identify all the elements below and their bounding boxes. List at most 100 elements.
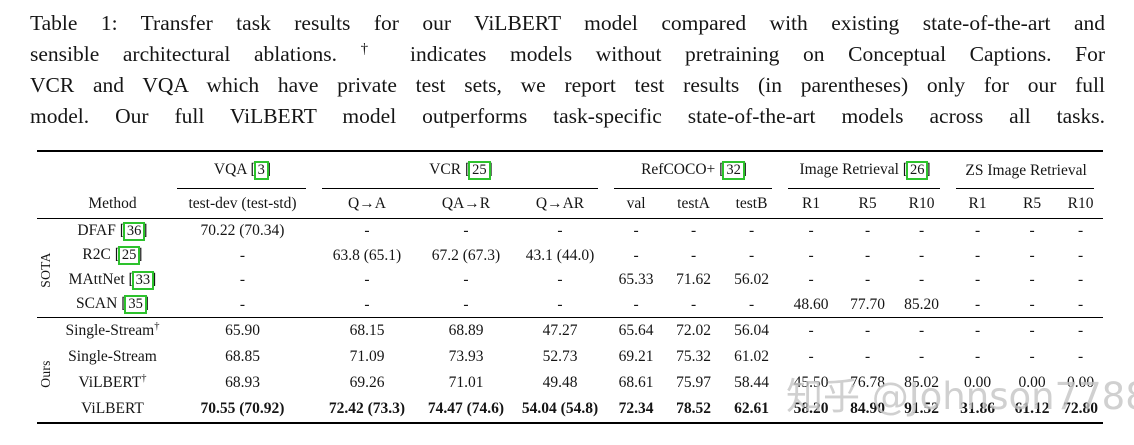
table-caption: Table 1: Transfer task results for our V… bbox=[30, 8, 1105, 132]
col-group-vcr: VCR [25] bbox=[315, 150, 608, 189]
table-row-mattnet: MAttNet [33] - - - - 65.33 71.62 56.02 -… bbox=[37, 268, 1103, 293]
table-cell: - bbox=[463, 295, 469, 313]
method-name: DFAF bbox=[77, 221, 116, 239]
table-cell: - bbox=[918, 348, 925, 365]
table-cell: 52.73 bbox=[542, 348, 578, 365]
table-cell: 67.2 (67.3) bbox=[431, 246, 501, 264]
table-cell: - bbox=[1029, 295, 1035, 313]
table-cell: 71.62 bbox=[676, 271, 711, 289]
table-cell: 58.44 bbox=[734, 374, 769, 391]
cite-bracket: [ bbox=[251, 161, 256, 179]
table-cell: 58.20 bbox=[781, 396, 842, 424]
table-cell: - bbox=[1029, 246, 1035, 264]
table-cell: - bbox=[918, 271, 925, 289]
table-cell: 78.52 bbox=[665, 396, 723, 424]
col-group-label: ZS Image Retrieval bbox=[965, 161, 1087, 179]
table-cell: - bbox=[808, 348, 814, 365]
table-cell: 68.85 bbox=[225, 348, 260, 365]
table-cell: 69.26 bbox=[349, 374, 385, 391]
table-cell: 56.04 bbox=[722, 317, 782, 344]
table-cell: 63.8 (65.1) bbox=[332, 246, 402, 264]
table-cell: 84.90 bbox=[841, 396, 895, 424]
row-gutter bbox=[37, 219, 55, 244]
table-cell: - bbox=[1006, 317, 1059, 344]
col-header: QA→R bbox=[419, 189, 513, 219]
table-cell: - bbox=[364, 295, 370, 313]
table-cell: 49.48 bbox=[542, 374, 578, 391]
results-table: VQA [3] VCR [25] RefCOCO+ [32] Image Ret… bbox=[37, 150, 1104, 424]
row-gutter bbox=[37, 317, 55, 344]
table-cell: 68.93 bbox=[225, 374, 260, 391]
col-group-vqa: VQA [3] bbox=[170, 150, 315, 189]
table-cell: 61.02 bbox=[734, 348, 769, 365]
citation-link[interactable]: 25 bbox=[117, 246, 141, 266]
table-cell: - bbox=[781, 317, 842, 344]
citation-link[interactable]: 3 bbox=[253, 161, 269, 180]
method-name: Single-Stream bbox=[65, 322, 155, 339]
table-cell: - bbox=[894, 317, 950, 344]
citation-link[interactable]: 26 bbox=[905, 161, 929, 180]
cmidrule bbox=[788, 187, 941, 189]
table-cell: 72.80 bbox=[1058, 396, 1104, 424]
table-cell: 0.00 bbox=[964, 374, 992, 391]
table-cell: 72.34 bbox=[607, 396, 666, 424]
col-group-label: RefCOCO+ bbox=[641, 161, 716, 178]
method-name: ViLBERT bbox=[81, 400, 144, 417]
header-spacer bbox=[37, 150, 170, 189]
table-cell: - bbox=[864, 246, 871, 264]
citation-link[interactable]: 33 bbox=[131, 270, 155, 290]
table-cell: - bbox=[974, 295, 981, 313]
table-row-single-stream-nopretrain: Single-Stream† 65.90 68.15 68.89 47.27 6… bbox=[37, 317, 1104, 344]
table-cell: - bbox=[239, 271, 246, 289]
table-cell: 56.02 bbox=[734, 271, 769, 289]
citation-link[interactable]: 25 bbox=[468, 161, 491, 180]
col-group-refcoco: RefCOCO+ [32] bbox=[607, 150, 782, 189]
caption-line: VCR and VQA which have private test sets… bbox=[30, 73, 1105, 97]
table-cell: 61.12 bbox=[1006, 396, 1059, 424]
citation-link[interactable]: 35 bbox=[124, 295, 147, 315]
col-header: testA bbox=[665, 189, 723, 219]
method-name: MAttNet bbox=[68, 270, 125, 288]
col-header: R5 bbox=[841, 189, 895, 219]
table-cell: - bbox=[1029, 222, 1035, 240]
citation-link[interactable]: 36 bbox=[122, 221, 146, 241]
table-cell: - bbox=[864, 348, 871, 365]
table-cell: - bbox=[808, 222, 814, 240]
header-gutter bbox=[37, 189, 55, 219]
col-header: val bbox=[607, 189, 666, 219]
table-cell: - bbox=[748, 222, 755, 240]
cite-bracket: [ bbox=[903, 161, 908, 179]
row-gutter bbox=[37, 293, 55, 318]
table-cell: 71.09 bbox=[349, 348, 385, 365]
col-header: R1 bbox=[949, 189, 1007, 219]
cite-bracket: [ bbox=[120, 222, 125, 240]
table-cell: - bbox=[974, 222, 981, 240]
cmidrule bbox=[956, 187, 1095, 189]
table-cell: - bbox=[808, 246, 814, 264]
table-cell: - bbox=[463, 222, 469, 240]
table-cell: - bbox=[239, 295, 246, 313]
table-cell: 70.22 (70.34) bbox=[200, 222, 285, 240]
table-cell: - bbox=[690, 246, 697, 264]
table-cell: 70.55 (70.92) bbox=[170, 396, 315, 424]
table-cell: - bbox=[633, 222, 639, 240]
col-header: test-dev (test-std) bbox=[170, 189, 315, 219]
table-cell: 54.04 (54.8) bbox=[513, 396, 608, 424]
table-cell: 91.52 bbox=[894, 396, 950, 424]
table-cell: 72.42 (73.3) bbox=[315, 396, 419, 424]
citation-link[interactable]: 32 bbox=[722, 161, 745, 180]
table-cell: 47.27 bbox=[513, 317, 608, 344]
row-group-label-ours: Ours bbox=[38, 360, 53, 388]
group-header-row: VQA [3] VCR [25] RefCOCO+ [32] Image Ret… bbox=[37, 150, 1104, 189]
col-group-label: VQA bbox=[213, 161, 247, 178]
table-cell: - bbox=[557, 295, 563, 313]
method-cell: R2C [25] bbox=[55, 244, 170, 269]
table-cell: - bbox=[748, 246, 755, 264]
table-row-single-stream: Single-Stream 68.85 71.09 73.93 52.73 69… bbox=[37, 344, 1103, 370]
table-cell: 73.93 bbox=[448, 348, 484, 365]
table-cell: - bbox=[364, 271, 370, 289]
caption-line: Table 1: Transfer task results for our V… bbox=[30, 11, 1105, 35]
table-cell: 43.1 (44.0) bbox=[525, 246, 595, 264]
method-name: SCAN bbox=[75, 295, 118, 313]
table-cell: - bbox=[463, 271, 469, 289]
